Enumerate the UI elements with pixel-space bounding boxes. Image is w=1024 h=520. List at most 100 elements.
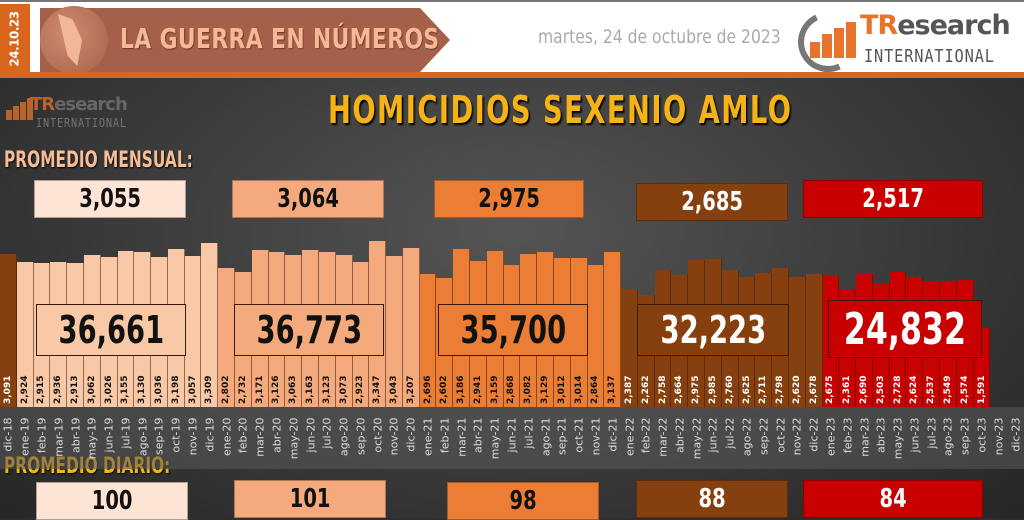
x-axis-label: ago-21 bbox=[539, 417, 553, 457]
bar-value-label: 2,602 bbox=[439, 375, 450, 404]
logo-subtitle: INTERNATIONAL bbox=[864, 46, 995, 67]
x-axis-label: may-19 bbox=[85, 417, 99, 460]
bar-value-label: 2,732 bbox=[237, 375, 248, 404]
monthly-average-2019: 3,055 bbox=[34, 180, 186, 218]
bar-value-label: 3,155 bbox=[120, 375, 131, 404]
bar-value-label: 2,549 bbox=[942, 375, 953, 404]
bar-chart-arc-icon bbox=[810, 22, 858, 58]
bar-value-label: 2,678 bbox=[808, 375, 819, 404]
x-axis-label: ene-19 bbox=[18, 417, 32, 456]
bar-value-label: 3,171 bbox=[254, 375, 265, 404]
banner-arrow-shape bbox=[40, 8, 450, 72]
bar-value-label: 2,913 bbox=[70, 375, 81, 404]
watermark-logo: TResearch INTERNATIONAL bbox=[2, 94, 142, 134]
x-axis-label: jun-21 bbox=[505, 417, 519, 453]
bar-value-label: 2,711 bbox=[758, 375, 769, 404]
x-axis-label: oct-19 bbox=[169, 417, 183, 453]
x-axis-label: jun-23 bbox=[908, 417, 922, 453]
x-axis-label: abr-19 bbox=[69, 417, 83, 454]
watermark-subtitle: INTERNATIONAL bbox=[36, 116, 127, 130]
bar-value-label: 2,262 bbox=[640, 375, 651, 404]
x-axis-label: oct-22 bbox=[774, 417, 788, 453]
x-axis-label: ene-22 bbox=[623, 417, 636, 456]
bar-value-label: 3,057 bbox=[187, 375, 198, 404]
bar-nov-22: 2,620 bbox=[788, 277, 806, 407]
bar-value-label: 2,620 bbox=[791, 375, 802, 404]
chart-panel: TResearch INTERNATIONAL HOMICIDIOS SEXEN… bbox=[0, 78, 1024, 520]
x-axis-label: ene-23 bbox=[824, 417, 838, 456]
monthly-average-2022: 2,685 bbox=[636, 183, 788, 221]
bar-value-label: 2,798 bbox=[775, 375, 786, 404]
x-axis-label: nov-22 bbox=[790, 417, 804, 456]
bar-value-label: 2,387 bbox=[624, 375, 634, 404]
x-axis-label: ago-19 bbox=[136, 417, 150, 457]
x-axis-label: feb-20 bbox=[236, 417, 250, 454]
x-axis-label: abr-21 bbox=[471, 417, 485, 454]
bar-ene-21: 2,696 bbox=[419, 273, 437, 407]
annual-total-2019: 36,661 bbox=[36, 304, 186, 356]
bar-dic-21: 3,137 bbox=[604, 251, 622, 407]
bar-value-label: 3,082 bbox=[523, 375, 534, 404]
tresearch-logo: TResearch INTERNATIONAL bbox=[789, 3, 1020, 81]
bar-value-label: 2,758 bbox=[657, 375, 668, 404]
x-axis-label: sep-20 bbox=[354, 417, 368, 455]
x-axis-label: dic-19 bbox=[203, 417, 217, 452]
axis-label-strip bbox=[0, 407, 1024, 469]
bar-value-label: 2,696 bbox=[422, 375, 433, 404]
banner-title: LA GUERRA EN NÚMEROS bbox=[120, 22, 440, 55]
x-axis-label: dic-18 bbox=[1, 417, 15, 452]
bar-value-label: 2,537 bbox=[926, 375, 937, 404]
x-axis-label: jul-19 bbox=[119, 417, 133, 449]
bar-value-label: 3,309 bbox=[204, 375, 215, 404]
annual-total-2021: 35,700 bbox=[438, 304, 588, 356]
monthly-average-2023: 2,517 bbox=[803, 180, 983, 218]
bar-value-label: 3,130 bbox=[137, 375, 148, 404]
logo-wordmark: TResearch bbox=[860, 10, 1011, 41]
x-axis-label: sep-19 bbox=[152, 417, 166, 455]
x-axis-label: mar-21 bbox=[455, 417, 469, 457]
x-axis-label: ago-22 bbox=[740, 417, 754, 457]
bar-value-label: 3,137 bbox=[607, 375, 618, 404]
bar-value-label: 3,207 bbox=[405, 375, 416, 404]
bar-nov-20: 3,043 bbox=[386, 256, 403, 407]
annual-total-2020: 36,773 bbox=[234, 304, 384, 356]
x-axis-label: feb-23 bbox=[841, 417, 855, 454]
x-axis-label: sep-22 bbox=[757, 417, 771, 455]
x-axis-label: dic-23 bbox=[1009, 417, 1023, 452]
bar-value-label: 3,159 bbox=[489, 375, 500, 404]
monthly-average-2021: 2,975 bbox=[434, 180, 584, 218]
x-axis-label: ene-20 bbox=[220, 417, 234, 456]
x-axis-label: jun-20 bbox=[304, 417, 318, 453]
bar-value-label: 2,868 bbox=[506, 375, 517, 404]
bar-value-label: 2,975 bbox=[691, 375, 702, 404]
bar-value-label: 3,123 bbox=[321, 375, 332, 404]
x-axis-label: sep-21 bbox=[555, 417, 569, 455]
x-axis-label: nov-19 bbox=[186, 417, 200, 456]
x-axis-label: ago-23 bbox=[941, 417, 955, 457]
x-axis-label: dic-20 bbox=[404, 417, 418, 452]
x-axis-label: may-23 bbox=[891, 417, 905, 460]
bar-value-label: 2,941 bbox=[472, 375, 483, 404]
bar-value-label: 3,347 bbox=[372, 375, 383, 404]
globe-icon bbox=[40, 6, 108, 74]
mexico-map-icon bbox=[58, 14, 82, 66]
x-axis-label: feb-21 bbox=[438, 417, 452, 454]
monthly-homicides-bar-chart: 3,091 dic-18 2,924 ene-19 2,915 feb-19 2,936 ma… bbox=[0, 78, 1024, 518]
x-axis-label: jun-19 bbox=[102, 417, 116, 453]
bar-value-label: 3,073 bbox=[338, 375, 349, 404]
x-axis-label: may-20 bbox=[287, 417, 301, 460]
bar-value-label: 3,062 bbox=[86, 375, 97, 404]
bar-value-label: 2,985 bbox=[707, 375, 718, 404]
bar-value-label: 1,591 bbox=[976, 375, 987, 404]
x-axis-label: dic-21 bbox=[606, 417, 620, 452]
bar-ene-19: 2,924 bbox=[16, 262, 34, 407]
x-axis-label: dic-22 bbox=[807, 417, 821, 452]
bar-value-label: 2,664 bbox=[674, 375, 685, 404]
bar-dic-18: 3,091 bbox=[0, 253, 17, 407]
x-axis-label: jul-23 bbox=[925, 417, 939, 449]
bar-value-label: 2,574 bbox=[959, 375, 970, 404]
bar-value-label: 3,036 bbox=[153, 375, 164, 404]
date-badge: 24.10.23 bbox=[0, 4, 30, 74]
bar-value-label: 2,802 bbox=[221, 375, 232, 404]
bar-value-label: 3,126 bbox=[271, 375, 282, 404]
